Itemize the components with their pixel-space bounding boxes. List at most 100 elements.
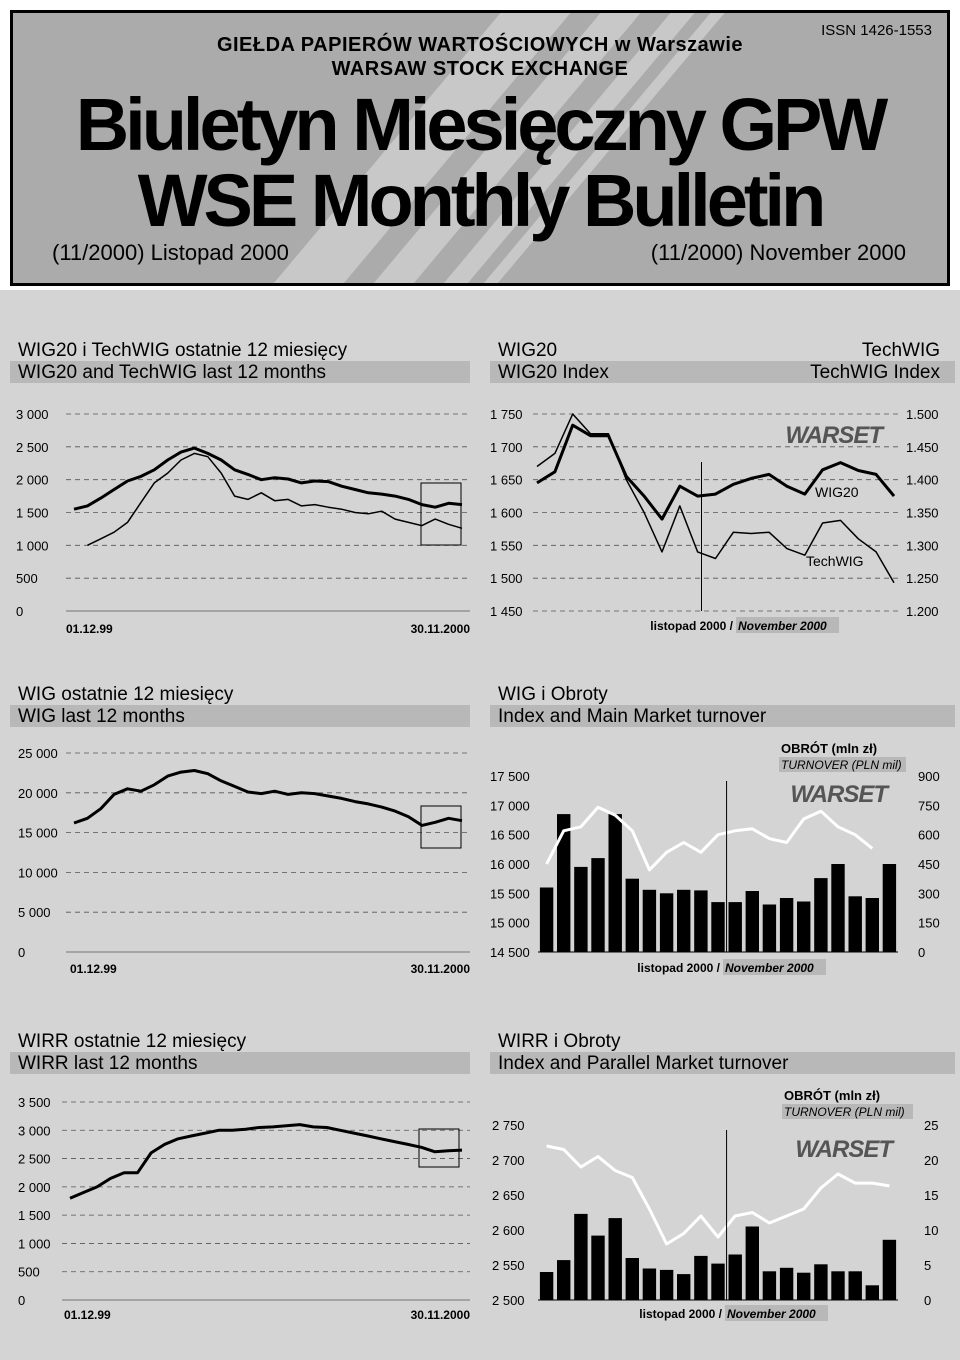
y-tick-label: 10 000: [18, 865, 58, 880]
y-tick-label: 2 500: [18, 1152, 51, 1167]
x-label-end: 30.11.2000: [411, 1308, 471, 1322]
y-tick-label-right: 750: [918, 798, 940, 813]
bar: [831, 1271, 845, 1300]
x-label-end: 30.11.2000: [411, 622, 471, 636]
month-label-en: November 2000: [725, 961, 814, 975]
y-tick-label: 500: [16, 571, 38, 586]
zoom-box: [418, 1128, 460, 1168]
bar: [677, 889, 691, 952]
turnover-label-en: TURNOVER (PLN mil): [781, 758, 902, 772]
turnover-line: [545, 805, 874, 872]
bulletin-title-en: WSE Monthly Bulletin: [137, 159, 827, 242]
month-label-en: November 2000: [727, 1307, 816, 1321]
bar: [591, 1235, 605, 1300]
panel1-title-pl: WIG20 i TechWIG ostatnie 12 miesięcy: [18, 340, 348, 361]
y-tick-label-left: 16 000: [490, 857, 530, 872]
y-tick-label: 0: [16, 604, 23, 619]
bar: [848, 1271, 862, 1300]
panel2-title-right-pl: TechWIG: [861, 340, 940, 361]
panel5-title-en: WIRR last 12 months: [18, 1053, 198, 1074]
panel4-title-pl: WIG i Obroty: [498, 684, 608, 705]
bar: [574, 1213, 588, 1300]
y-tick-label: 1 500: [16, 506, 49, 521]
bar: [728, 1254, 742, 1300]
y-tick-label-left: 1 700: [490, 440, 523, 455]
y-tick-label: 2 000: [18, 1180, 51, 1195]
panel5-title-pl: WIRR ostatnie 12 miesięcy: [18, 1031, 247, 1052]
title-band: [490, 1052, 955, 1074]
y-tick-label: 1 000: [18, 1236, 51, 1251]
y-tick-label: 500: [18, 1265, 40, 1280]
bar: [642, 1268, 657, 1300]
panel2-title-en: WIG20 Index: [498, 362, 609, 383]
bar: [539, 887, 554, 952]
issn-number: ISSN 1426-1553: [821, 22, 932, 39]
title-band: [10, 705, 470, 727]
series-line-techwig: [87, 452, 463, 546]
warset-logo: WARSET: [785, 422, 885, 449]
series-line-wig20: [73, 446, 463, 511]
y-tick-label-right: 10: [924, 1223, 938, 1238]
bar: [865, 1285, 879, 1300]
month-label-pl: listopad 2000 /: [639, 1307, 722, 1321]
zoom-box: [420, 482, 462, 546]
y-tick-label-left: 1 550: [490, 538, 523, 553]
panel4-title-en: Index and Main Market turnover: [498, 706, 767, 727]
y-tick-label-left: 2 600: [492, 1223, 525, 1238]
bar: [557, 1260, 571, 1300]
bar: [882, 864, 897, 952]
month-label-en: November 2000: [738, 619, 827, 633]
title-band: [490, 361, 955, 383]
turnover-label-pl: OBRÓT (mln zł): [781, 741, 877, 756]
bar: [762, 1271, 777, 1300]
y-tick-label-right: 1.500: [906, 407, 939, 422]
bar: [625, 878, 639, 952]
y-tick-label-right: 1.450: [906, 440, 939, 455]
bar: [728, 902, 742, 952]
y-tick-label-right: 25: [924, 1118, 938, 1133]
y-tick-label: 0: [18, 1293, 25, 1308]
y-tick-label-left: 1 650: [490, 473, 523, 488]
y-tick-label-left: 15 500: [490, 886, 530, 901]
y-tick-label: 2 000: [16, 473, 49, 488]
bar: [848, 896, 862, 952]
title-band: [10, 361, 470, 383]
turnover-label-en: TURNOVER (PLN mil): [784, 1105, 905, 1119]
y-tick-label: 20 000: [18, 786, 58, 801]
bar: [814, 878, 828, 952]
bar: [659, 1269, 674, 1300]
header-title-box: [10, 10, 950, 286]
zoom-box: [420, 805, 462, 849]
y-tick-label-right: 150: [918, 916, 940, 931]
bar: [694, 890, 708, 952]
y-tick-label-left: 2 750: [492, 1118, 525, 1133]
warset-logo: WARSET: [795, 1136, 895, 1163]
title-band: [10, 1052, 470, 1074]
month-label-highlight: [725, 1305, 828, 1321]
y-tick-label: 0: [18, 945, 25, 960]
issue-date-en: (11/2000) November 2000: [650, 240, 906, 265]
y-tick-label-left: 17 500: [490, 769, 530, 784]
bar: [831, 864, 845, 952]
y-tick-label: 1 000: [16, 538, 49, 553]
panel3-title-pl: WIG ostatnie 12 miesięcy: [18, 684, 234, 705]
bar: [659, 893, 674, 952]
bar: [608, 814, 622, 952]
bar: [797, 901, 811, 952]
bar: [745, 1226, 759, 1300]
y-tick-label-right: 5: [924, 1258, 931, 1273]
panel3-title-en: WIG last 12 months: [18, 706, 185, 727]
turnover-label-pl: OBRÓT (mln zł): [784, 1088, 880, 1103]
y-tick-label-right: 1.400: [906, 473, 939, 488]
series-label-wig20: WIG20: [815, 484, 859, 500]
y-tick-label-right: 20: [924, 1153, 938, 1168]
y-tick-label-left: 14 500: [490, 945, 530, 960]
bulletin-title-pl: Biuletyn Miesięczny GPW: [75, 83, 889, 166]
bar: [814, 1264, 828, 1300]
y-tick-label-left: 2 650: [492, 1188, 525, 1203]
y-tick-label-left: 1 500: [490, 571, 523, 586]
x-label-end: 30.11.2000: [411, 962, 471, 976]
bulletin-header: ISSN 1426-1553 GIEŁDA PAPIERÓW WARTOŚCIO…: [0, 0, 960, 290]
x-label-start: 01.12.99: [64, 1308, 111, 1322]
